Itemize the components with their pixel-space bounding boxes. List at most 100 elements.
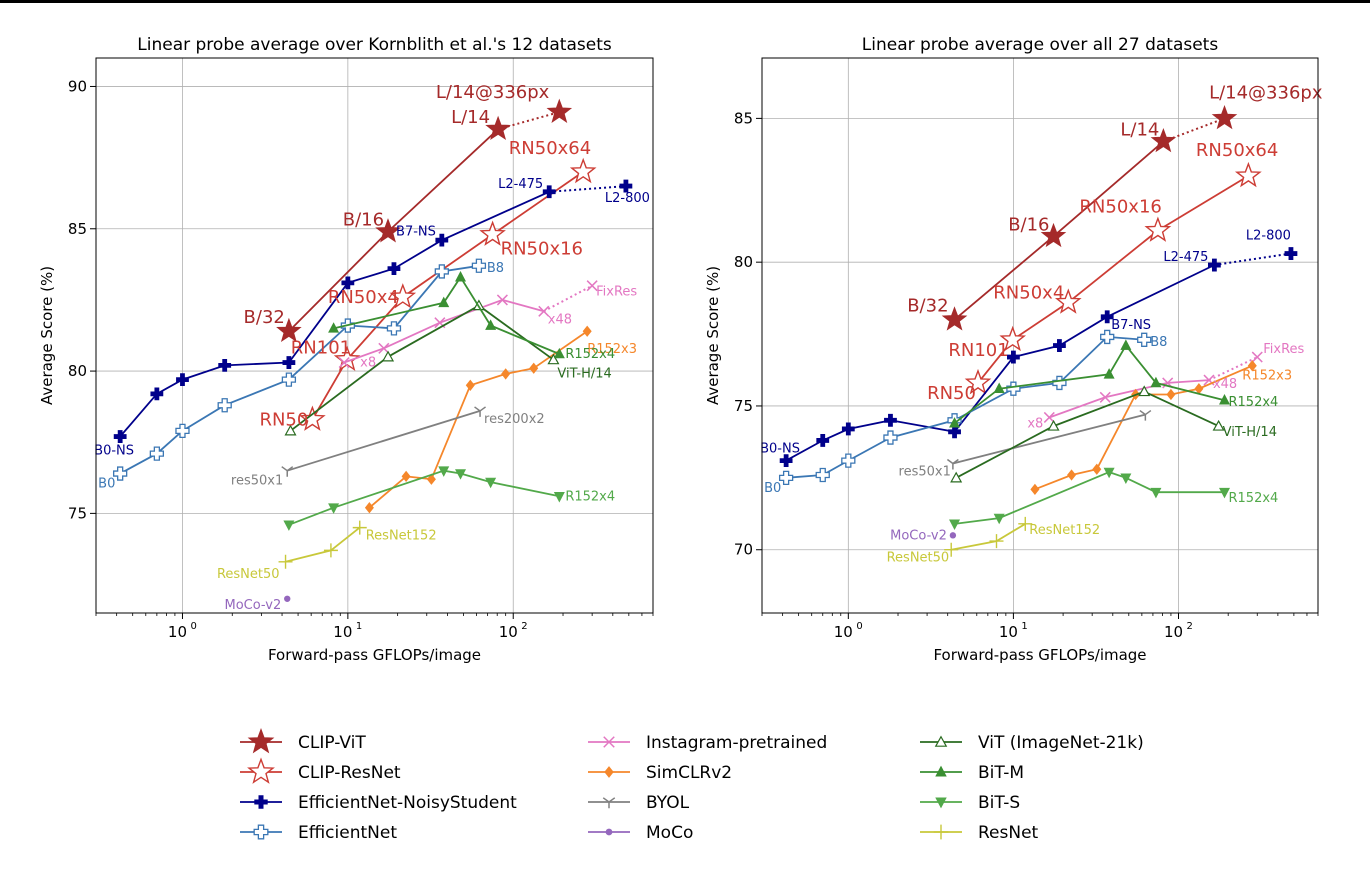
data-point	[553, 347, 565, 359]
y-tick-label: 70	[734, 541, 753, 559]
top-rule	[0, 0, 1370, 3]
data-point	[284, 424, 297, 436]
data-point	[884, 413, 897, 427]
data-point	[1054, 288, 1082, 314]
y-tick-label: 85	[734, 109, 753, 127]
series-moco	[949, 532, 957, 539]
legend-label: BiT-M	[978, 763, 1024, 783]
point-annotation: ResNet152	[366, 529, 437, 544]
series-line	[955, 390, 1219, 479]
data-point	[1212, 419, 1225, 431]
x-tick-exponent: 2	[521, 621, 527, 632]
data-point	[949, 519, 961, 530]
point-annotation: B/16	[1008, 214, 1049, 235]
data-point	[1103, 467, 1115, 479]
legend-label: EfficientNet-NoisyStudent	[298, 793, 517, 813]
data-point	[1103, 368, 1115, 379]
data-point	[1100, 329, 1115, 345]
data-point	[113, 466, 128, 481]
data-point	[1166, 388, 1176, 401]
series-dotted-extension	[1214, 252, 1292, 266]
series-line	[951, 523, 1026, 551]
data-point	[1219, 394, 1231, 405]
data-point	[1137, 332, 1152, 347]
point-annotation: L/14@336px	[436, 82, 550, 103]
x-axis-label: Forward-pass GFLOPs/image	[268, 646, 481, 664]
data-point	[1234, 161, 1262, 188]
legend-label: SimCLRv2	[646, 763, 732, 783]
series-resnet	[278, 520, 367, 569]
point-annotation: L/14@336px	[1209, 82, 1323, 103]
data-point	[276, 317, 302, 343]
point-annotation: x48	[1213, 377, 1237, 392]
data-point	[841, 453, 856, 468]
chart-panel-1: Linear probe average over Kornblith et a…	[38, 35, 654, 664]
y-tick-label: 75	[68, 504, 87, 522]
data-point	[1211, 104, 1238, 130]
data-point	[485, 115, 511, 141]
y-tick-label: 90	[68, 77, 87, 95]
legend-label: MoCo	[646, 823, 693, 843]
data-point	[386, 321, 402, 336]
data-point	[529, 362, 539, 374]
data-point	[1139, 409, 1152, 421]
data-point	[1047, 419, 1060, 431]
x-tick-exponent: 0	[856, 621, 862, 632]
point-annotation: RN50x64	[1196, 140, 1278, 161]
data-point	[779, 454, 793, 467]
point-annotation: ResNet152	[1029, 523, 1100, 538]
data-point	[964, 368, 992, 395]
data-point	[1120, 473, 1132, 484]
chart-panel-2: Linear probe average over all 27 dataset…	[704, 35, 1323, 664]
data-point	[1040, 222, 1067, 248]
point-annotation: RN50x64	[509, 138, 591, 159]
data-point	[993, 382, 1005, 393]
series-byol	[281, 406, 486, 477]
point-annotation: RN50x16	[501, 238, 583, 259]
series-bit-m	[328, 271, 565, 359]
data-point	[883, 430, 898, 445]
point-annotation: R152x3	[1242, 369, 1292, 384]
legend-marker	[253, 824, 269, 840]
series-line	[288, 469, 560, 526]
data-point	[328, 503, 340, 514]
point-annotation: x48	[548, 312, 572, 327]
legend-item-efficientnet-noisystudent: EfficientNet-NoisyStudent	[240, 793, 517, 813]
point-annotation: FixRes	[596, 285, 637, 300]
data-point	[465, 379, 475, 391]
data-point	[455, 271, 467, 282]
data-point	[1030, 483, 1040, 495]
legend-marker	[247, 757, 275, 784]
x-tick-label: 10	[834, 623, 853, 641]
legend-marker	[247, 727, 275, 754]
point-annotation: B0-NS	[760, 442, 800, 457]
series-bit-s	[283, 466, 565, 531]
legend-item-instagram-pretrained: Instagram-pretrained	[588, 733, 827, 753]
point-annotation: B8	[1150, 335, 1167, 350]
legend-marker	[935, 797, 947, 809]
series-line	[119, 264, 480, 475]
legend-marker	[602, 797, 616, 809]
x-tick-label: 10	[333, 623, 352, 641]
data-point	[1284, 247, 1298, 260]
data-point	[283, 520, 295, 531]
data-point	[434, 264, 449, 279]
point-annotation: RN101	[948, 340, 1008, 361]
series-efficientnet-noisystudent	[779, 247, 1298, 467]
data-point	[474, 406, 486, 417]
point-annotation: L2-800	[1246, 229, 1291, 244]
point-annotation: R152x4	[565, 489, 615, 504]
data-point	[426, 473, 436, 485]
data-point	[501, 368, 511, 380]
point-annotation: L2-475	[498, 177, 543, 192]
series-efficientnet-noisystudent	[113, 179, 633, 443]
legend-label: BYOL	[646, 793, 690, 813]
data-point	[1207, 258, 1221, 272]
data-point	[546, 98, 573, 123]
series-bit-m	[949, 339, 1231, 428]
plot-frame	[761, 57, 1319, 614]
x-tick-exponent: 0	[190, 621, 196, 632]
legend-marker	[254, 795, 268, 809]
legend-marker	[933, 824, 949, 840]
point-annotation: x8	[360, 356, 376, 371]
